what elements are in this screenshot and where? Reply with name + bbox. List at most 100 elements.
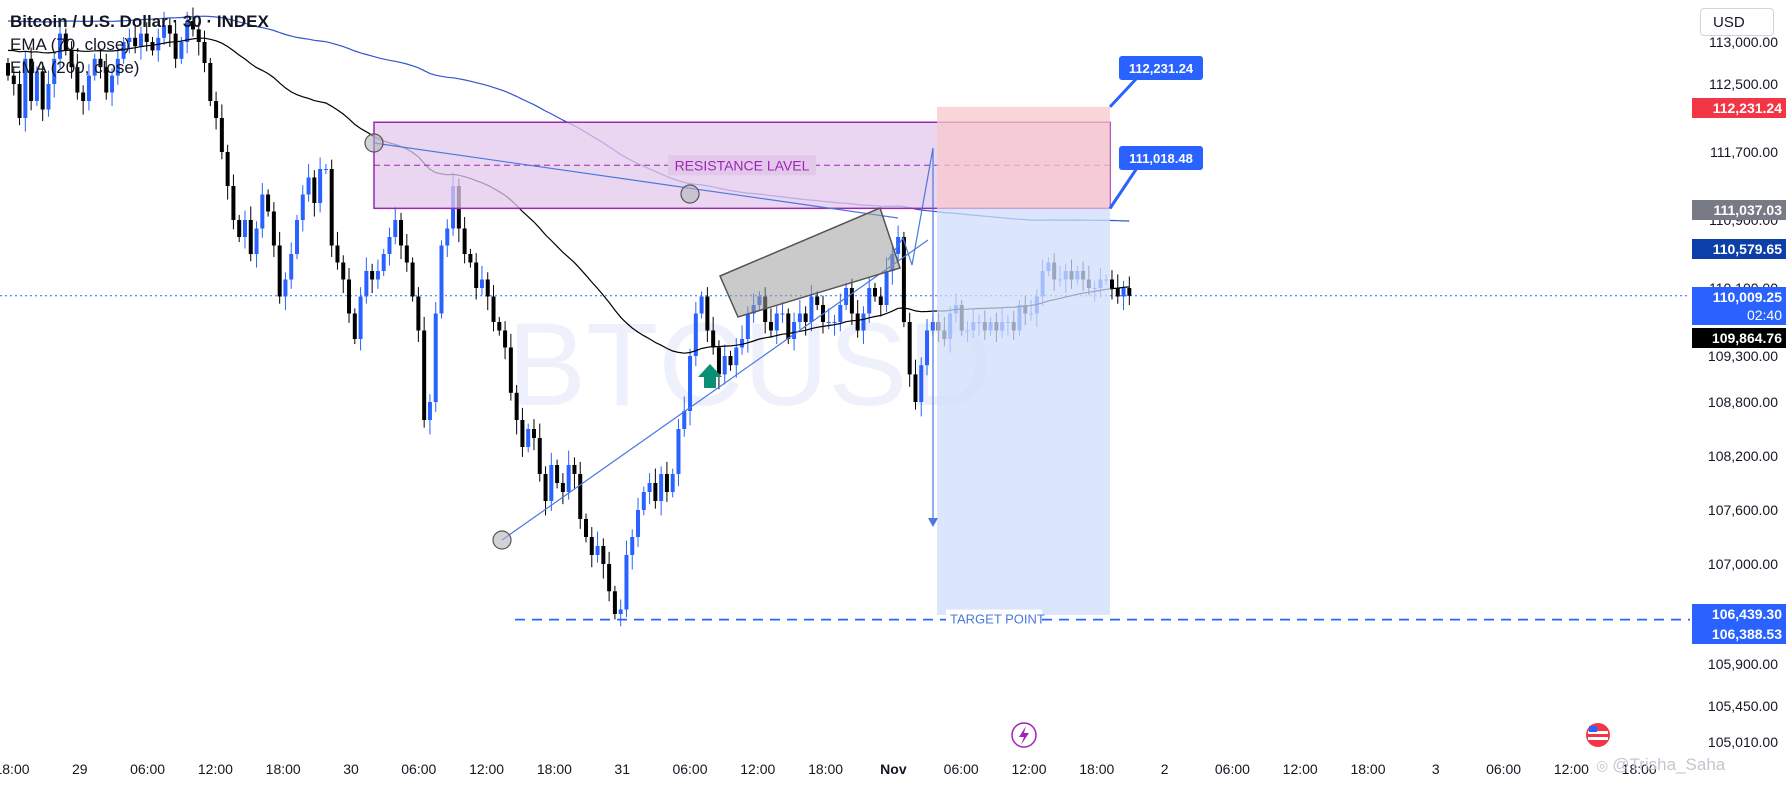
candle-body	[844, 288, 849, 305]
candle-body	[566, 465, 571, 492]
price-badge[interactable]	[1692, 239, 1786, 259]
candle-body	[797, 313, 802, 322]
candle-body	[774, 313, 779, 331]
price-badge[interactable]	[1692, 604, 1786, 624]
candle-body	[919, 365, 924, 402]
candle-body	[867, 288, 872, 314]
candle-body	[242, 220, 247, 237]
lightning-icon	[1011, 722, 1037, 748]
candle-body	[445, 228, 450, 246]
stop-loss-zone	[937, 106, 1110, 209]
candle-body	[173, 33, 178, 59]
candle-body	[832, 322, 837, 323]
candle-body	[659, 474, 664, 501]
price-badge-countdown: 02:40	[1747, 307, 1782, 323]
pivot-marker	[364, 133, 384, 153]
candle-body	[92, 58, 97, 76]
candle-body	[110, 75, 115, 93]
candle-body	[86, 75, 91, 101]
candle-body	[295, 220, 299, 254]
candle-body	[283, 279, 288, 297]
time-tick-label: 12:00	[1554, 761, 1589, 777]
time-tick-label: 12:00	[1283, 761, 1318, 777]
time-tick-label: 31	[614, 761, 630, 777]
candle-body	[138, 33, 143, 47]
price-badge[interactable]	[1692, 98, 1786, 118]
candle-body	[803, 313, 808, 322]
candle-body	[127, 37, 132, 42]
candle-body	[653, 483, 658, 501]
price-badge[interactable]	[1692, 624, 1786, 644]
candle-body	[838, 305, 843, 322]
time-tick-label: 12:00	[198, 761, 233, 777]
candle-body	[474, 262, 479, 288]
candle-body	[387, 237, 392, 254]
candle-body	[884, 271, 889, 305]
candle-body	[335, 245, 340, 263]
candle-body	[1121, 288, 1126, 297]
candle-body	[549, 465, 554, 501]
candle-body	[439, 245, 444, 314]
candle-body	[260, 194, 265, 229]
candle-body	[688, 356, 693, 411]
candle-body	[375, 271, 380, 280]
price-badge[interactable]	[1692, 328, 1786, 348]
candle-body	[497, 322, 502, 331]
candle-body	[190, 21, 195, 30]
candle-body	[40, 71, 45, 110]
candle-body	[462, 228, 467, 254]
currency-selector[interactable]: USD	[1700, 8, 1774, 36]
candle-body	[925, 330, 930, 366]
candle-body	[370, 271, 375, 280]
candle-body	[584, 519, 588, 537]
candle-body	[676, 429, 681, 474]
symbol-title[interactable]: Bitcoin / U.S. Dollar · 30 · INDEX	[10, 12, 269, 31]
candle-body	[491, 296, 496, 322]
candle-body	[913, 374, 918, 402]
ema-200-legend[interactable]: EMA (200, close)	[10, 58, 140, 77]
candle-body	[728, 356, 733, 366]
consolidation-channel	[719, 206, 901, 318]
time-axis: 18:00 29 06:00 12:00 18:00 30 06:00 12:00 18:00 3…	[0, 761, 1657, 777]
candle-body	[121, 42, 126, 59]
candle-body	[352, 313, 357, 339]
candle-body	[612, 591, 617, 614]
upper-trendline	[373, 142, 899, 219]
callout-lower[interactable]	[1119, 146, 1203, 170]
candle-body	[780, 313, 785, 315]
time-tick-label: 06:00	[1215, 761, 1250, 777]
candle-body	[503, 330, 508, 348]
candle-body	[237, 220, 242, 237]
candle-body	[641, 492, 646, 510]
candle-body	[809, 296, 814, 322]
price-badge[interactable]	[1692, 287, 1786, 325]
candle-body	[416, 296, 421, 331]
ema-70-legend[interactable]: EMA (70, close)	[10, 35, 130, 54]
time-tick-label: 18:00	[1350, 761, 1385, 777]
candle-body	[29, 58, 34, 101]
time-tick-label: 12:00	[1011, 761, 1046, 777]
candle-body	[786, 313, 791, 339]
candle-body	[341, 262, 346, 280]
candle-body	[289, 254, 294, 280]
candle-body	[393, 220, 398, 237]
candle-body	[133, 37, 138, 47]
lower-trendline	[501, 239, 929, 541]
callout-upper[interactable]	[1119, 56, 1203, 80]
candle-body	[479, 279, 484, 288]
price-badge-text: 111,037.03	[1713, 202, 1782, 218]
candle-body	[1127, 288, 1132, 296]
price-badge-text: 110,009.25	[1713, 289, 1783, 305]
candle-body	[214, 101, 219, 118]
candle-body	[531, 429, 536, 438]
candle-body	[364, 271, 369, 297]
candle-body	[422, 330, 427, 420]
candle-body	[179, 42, 184, 59]
candle-body	[555, 465, 560, 483]
price-tick-label: 112,500.00	[1709, 76, 1778, 92]
target-zone	[937, 208, 1110, 615]
price-tick-label: 113,000.00	[1709, 34, 1778, 50]
price-badge[interactable]	[1692, 200, 1786, 220]
